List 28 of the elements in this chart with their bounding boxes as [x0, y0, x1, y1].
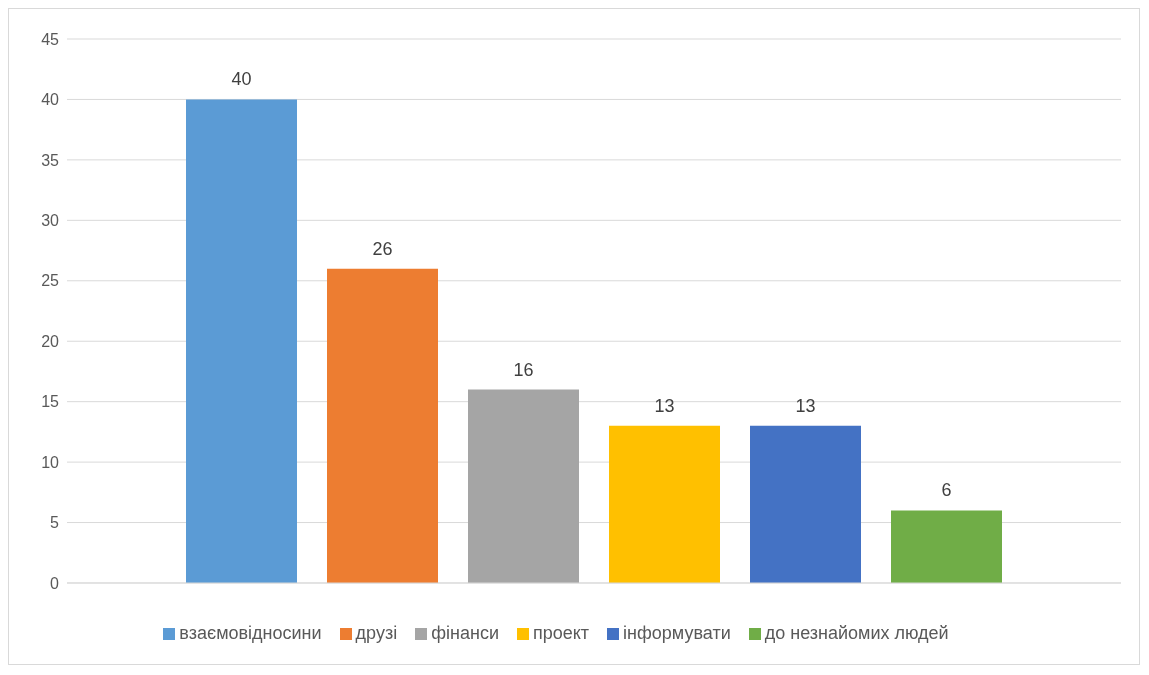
y-tick-label: 0 — [50, 574, 60, 592]
data-label: 26 — [372, 238, 393, 259]
bar — [186, 99, 297, 583]
data-label: 16 — [513, 359, 534, 380]
bar — [468, 389, 579, 583]
legend-label: інформувати — [623, 623, 731, 643]
y-tick-label: 20 — [41, 332, 60, 350]
bar — [609, 425, 720, 583]
data-label: 6 — [941, 480, 952, 501]
legend-label: взаємовідносини — [179, 623, 322, 643]
legend-label: проект — [532, 623, 590, 643]
y-tick-label: 15 — [41, 393, 60, 411]
data-label: 13 — [795, 395, 816, 416]
y-tick-label: 25 — [41, 272, 60, 290]
legend-label: фінанси — [431, 623, 499, 643]
legend-label: до незнайомих людей — [764, 623, 949, 643]
y-tick-label: 45 — [41, 30, 60, 48]
data-label: 40 — [231, 69, 252, 90]
bar — [327, 268, 438, 583]
y-tick-label: 40 — [41, 91, 60, 109]
legend-label: друзі — [355, 623, 398, 643]
bar — [891, 510, 1002, 583]
bar — [750, 425, 861, 583]
data-label: 13 — [654, 395, 675, 416]
y-tick-label: 35 — [41, 151, 60, 169]
y-tick-label: 30 — [41, 212, 60, 230]
y-tick-label: 5 — [50, 514, 60, 532]
y-tick-label: 10 — [41, 453, 60, 471]
